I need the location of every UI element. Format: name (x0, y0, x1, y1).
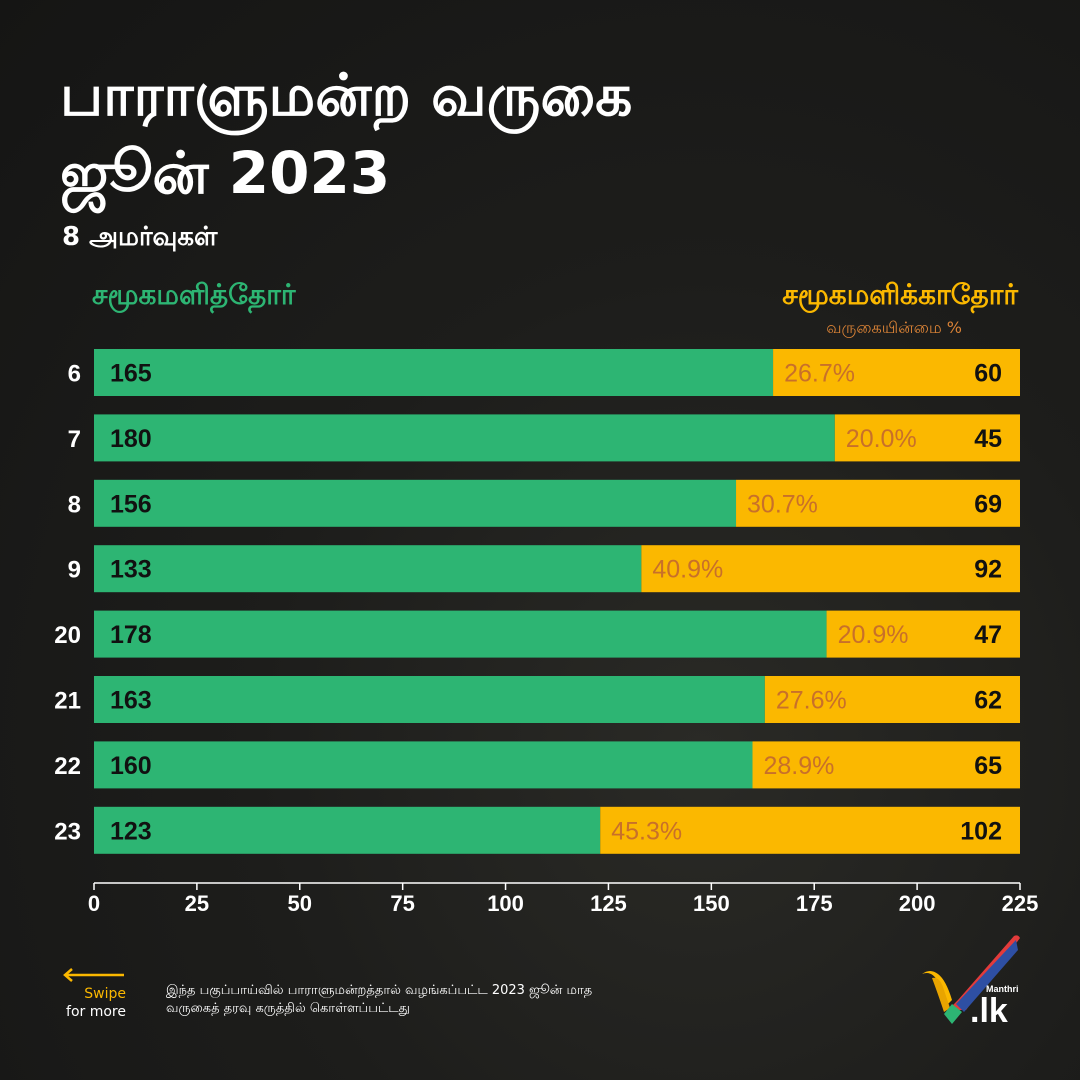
attended-value-label: 178 (110, 621, 152, 649)
logo-big-text: .lk (970, 992, 1008, 1030)
category-label: 22 (54, 753, 81, 780)
x-tick-label: 75 (390, 891, 414, 916)
x-tick-label: 25 (185, 891, 209, 916)
x-tick-label: 0 (88, 891, 100, 916)
legend-attended: சமூகமளித்தோர் (92, 278, 296, 311)
bar-attended (94, 545, 642, 593)
bar-attended (94, 610, 827, 658)
chart-title-line-2: ஜூன் 2023 (60, 139, 391, 207)
absence-percent-label: 26.7% (784, 360, 855, 388)
footnote-line-1: இந்த பகுப்பாய்வில் பாராளுமன்றத்தால் வழங்… (166, 983, 593, 998)
bar-absent (600, 806, 1020, 854)
stacked-bar-chart: 6 165 26.7% 60 7 180 20.0% 45 8 156 30.7% 69 9 133 40.… (54, 349, 1039, 916)
attended-value-label: 165 (110, 360, 152, 388)
bar-attended (94, 741, 753, 789)
chart-subtitle: 8 அமர்வுகள் (62, 222, 218, 252)
bar-attended (94, 806, 601, 854)
attended-value-label: 160 (110, 752, 152, 780)
absent-value-label: 92 (974, 556, 1002, 584)
attended-value-label: 163 (110, 687, 152, 715)
absence-percent-label: 30.7% (747, 490, 818, 518)
attended-value-label: 123 (110, 817, 152, 845)
x-tick-label: 200 (899, 891, 936, 916)
attended-value-label: 156 (110, 490, 152, 518)
bar-attended (94, 676, 765, 723)
absence-percent-label: 45.3% (611, 817, 682, 845)
x-tick-label: 100 (487, 891, 524, 916)
absence-percent-label: 27.6% (776, 687, 847, 715)
absence-percent-label: 28.9% (763, 752, 834, 780)
manthri-logo: Manthri .lk (922, 935, 1020, 1030)
absent-value-label: 65 (974, 752, 1002, 780)
legend-absent: சமூகமளிக்காதோர் (782, 278, 1018, 311)
category-label: 20 (54, 622, 81, 649)
absence-percent-label: 20.9% (838, 621, 909, 649)
chart-title-line-1: பாராளுமன்ற வருகை (60, 61, 633, 129)
bar-absent (826, 610, 1020, 658)
absent-value-label: 102 (960, 817, 1002, 845)
left-arrow-icon (63, 968, 124, 982)
bar-attended (94, 414, 835, 462)
bar-attended (94, 479, 737, 527)
absence-percent-label: 20.0% (846, 425, 917, 453)
bar-absent (641, 545, 1020, 593)
bar-absent (773, 349, 1020, 396)
bar-attended (94, 349, 774, 396)
category-label: 7 (68, 426, 81, 453)
absence-percent-label: 40.9% (652, 556, 723, 584)
absent-value-label: 47 (974, 621, 1002, 649)
absence-percent-caption: வருகையின்மை % (826, 318, 962, 337)
x-tick-label: 150 (693, 891, 730, 916)
x-tick-label: 175 (796, 891, 833, 916)
absent-value-label: 45 (974, 425, 1002, 453)
absent-value-label: 69 (974, 490, 1002, 518)
absent-value-label: 62 (974, 687, 1002, 715)
bar-absent (764, 676, 1020, 723)
logo-small-text: Manthri (986, 984, 1019, 994)
x-tick-label: 225 (1002, 891, 1039, 916)
for-more-label: for more (66, 1004, 126, 1020)
swipe-label: Swipe (84, 986, 126, 1002)
x-tick-label: 125 (590, 891, 627, 916)
bar-absent (834, 414, 1020, 462)
bar-absent (736, 479, 1020, 527)
category-label: 23 (54, 818, 81, 845)
attended-value-label: 180 (110, 425, 152, 453)
bar-absent (752, 741, 1020, 789)
footnote-line-2: வருகைத் தரவு கருத்தில் கொள்ளப்பட்டது (166, 1001, 410, 1016)
absent-value-label: 60 (974, 360, 1002, 388)
category-label: 21 (54, 688, 81, 715)
footnote: இந்த பகுப்பாய்வில் பாராளுமன்றத்தால் வழங்… (166, 982, 766, 1018)
category-label: 8 (68, 491, 81, 518)
x-tick-label: 50 (288, 891, 312, 916)
attended-value-label: 133 (110, 556, 152, 584)
category-label: 6 (68, 361, 81, 388)
chart-title: பாராளுமன்ற வருகை ஜூன் 2023 (60, 56, 632, 212)
category-label: 9 (68, 557, 81, 584)
